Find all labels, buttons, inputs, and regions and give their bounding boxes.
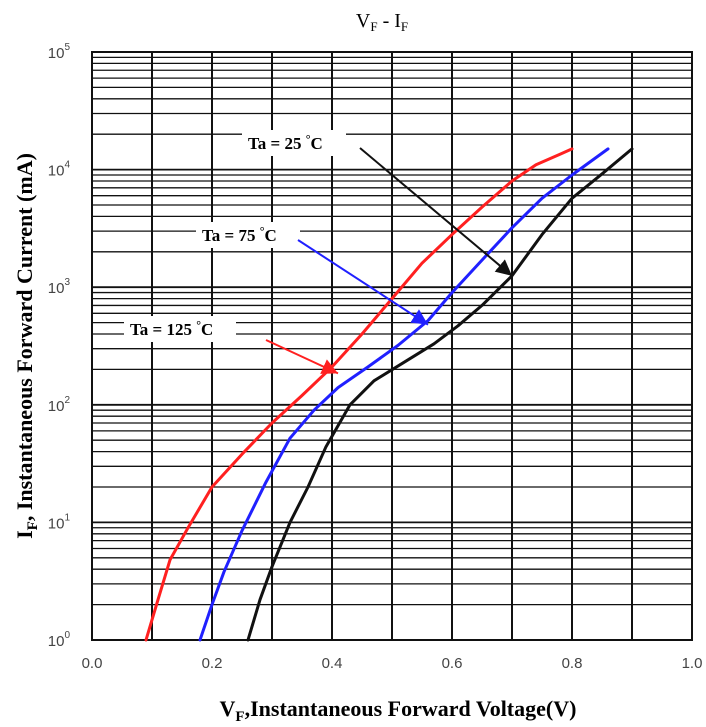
y-tick-label: 102 (48, 395, 71, 415)
annotation-arrow-0 (265, 339, 339, 375)
y-tick-labels: 100 101 102 103 104 105 (48, 42, 71, 650)
x-tick-label: 0.8 (562, 655, 583, 672)
grid (92, 52, 692, 640)
series-label-box-0 (124, 316, 236, 342)
series-label-1: Ta = 75 °C (202, 224, 277, 245)
series-label-0: Ta = 125 °C (130, 318, 213, 339)
annotation-arrow-1 (297, 239, 429, 326)
series-line-2 (246, 147, 634, 642)
series-line-1 (198, 147, 610, 642)
series-label-2: Ta = 25 °C (248, 132, 323, 153)
annotation-arrow-2 (359, 147, 513, 277)
x-axis-label: VF,Instantaneous Forward Voltage(V) (220, 696, 577, 725)
series-layer (144, 147, 634, 642)
y-tick-label: 100 (48, 630, 71, 650)
plot-frame (91, 51, 693, 641)
x-tick-label: 0.0 (82, 655, 103, 672)
x-tick-labels: 0.0 0.2 0.4 0.6 0.8 1.0 (82, 655, 703, 672)
x-tick-label: 0.6 (442, 655, 463, 672)
series-label-box-2 (242, 130, 346, 156)
series-label-box-1 (196, 222, 300, 248)
y-axis-label: IF, Instantaneous Forward Current (mA) (12, 153, 41, 539)
x-tick-label: 1.0 (682, 655, 703, 672)
chart-title: VF - IF (356, 10, 408, 34)
annotation-layer: Ta = 125 °C Ta = 75 °C Ta = 25 °C (124, 130, 513, 375)
y-tick-label: 104 (48, 160, 71, 180)
y-tick-label: 103 (48, 277, 71, 297)
x-tick-label: 0.2 (202, 655, 223, 672)
y-tick-label: 105 (48, 42, 71, 62)
y-tick-label: 101 (48, 512, 71, 532)
series-line-0 (144, 147, 574, 642)
x-tick-label: 0.4 (322, 655, 343, 672)
